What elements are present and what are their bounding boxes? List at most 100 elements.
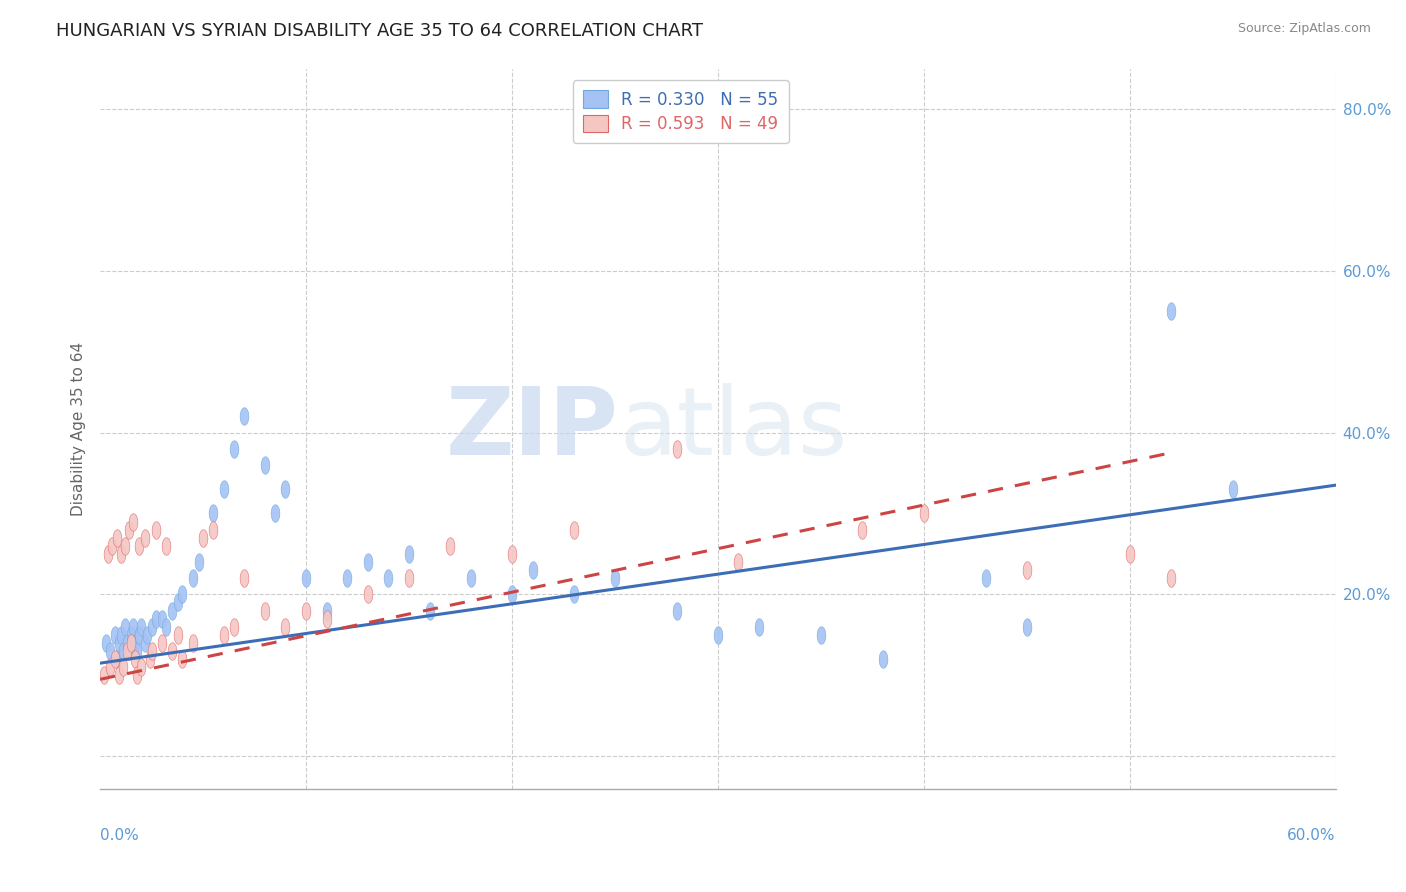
Point [105,531,128,545]
Point [100,644,122,658]
Point [120,636,142,650]
Legend: R = 0.330   N = 55, R = 0.593   N = 49: R = 0.330 N = 55, R = 0.593 N = 49 [574,80,789,144]
Point [145,612,167,626]
Point [127,644,149,658]
Y-axis label: Disability Age 35 to 64: Disability Age 35 to 64 [72,342,86,516]
Point [100,660,122,674]
Point [522,563,544,577]
Point [138,652,160,666]
Point [96,636,118,650]
Point [115,636,138,650]
Point [707,628,730,642]
Point [145,523,167,537]
Point [253,603,276,617]
Point [120,628,142,642]
Point [398,571,420,585]
Point [501,547,523,561]
Point [212,628,235,642]
Point [562,587,585,601]
Point [295,603,318,617]
Text: HUNGARIAN VS SYRIAN DISABILITY AGE 35 TO 64 CORRELATION CHART: HUNGARIAN VS SYRIAN DISABILITY AGE 35 TO… [56,22,703,40]
Point [134,636,156,650]
Point [103,652,125,666]
Point [212,482,235,496]
Point [851,523,873,537]
Point [128,628,150,642]
Point [274,482,297,496]
Point [134,531,156,545]
Text: ZIP: ZIP [446,383,619,475]
Point [160,644,183,658]
Point [357,587,380,601]
Point [127,668,149,682]
Point [253,458,276,472]
Point [131,620,153,634]
Point [222,620,245,634]
Point [131,660,153,674]
Point [1222,482,1244,496]
Point [357,555,380,569]
Point [419,603,441,617]
Text: atlas: atlas [619,383,848,475]
Point [122,515,145,529]
Point [93,668,115,682]
Point [155,620,177,634]
Point [160,603,183,617]
Point [295,571,318,585]
Point [912,507,935,521]
Point [150,612,173,626]
Point [111,644,134,658]
Point [105,652,128,666]
Point [118,523,141,537]
Point [603,571,626,585]
Point [124,652,146,666]
Point [1015,620,1038,634]
Point [150,636,173,650]
Point [872,652,894,666]
Text: Source: ZipAtlas.com: Source: ZipAtlas.com [1237,22,1371,36]
Point [101,539,124,553]
Point [1160,304,1182,318]
Point [460,571,482,585]
Point [181,571,204,585]
Point [233,409,256,424]
Point [264,507,287,521]
Point [136,628,159,642]
Point [111,660,134,674]
Point [167,628,190,642]
Point [181,636,204,650]
Point [141,644,163,658]
Point [191,531,214,545]
Text: 60.0%: 60.0% [1286,828,1336,843]
Point [110,628,132,642]
Point [665,442,688,456]
Point [727,555,749,569]
Point [202,523,225,537]
Point [315,603,337,617]
Point [974,571,997,585]
Point [114,620,136,634]
Point [315,612,337,626]
Point [1015,563,1038,577]
Point [398,547,420,561]
Point [336,571,359,585]
Point [501,587,523,601]
Point [222,442,245,456]
Point [97,547,120,561]
Point [124,636,146,650]
Point [810,628,832,642]
Point [122,620,145,634]
Point [114,539,136,553]
Point [172,652,194,666]
Point [202,507,225,521]
Point [107,636,129,650]
Point [274,620,297,634]
Point [167,595,190,609]
Point [377,571,399,585]
Point [172,587,194,601]
Point [233,571,256,585]
Point [748,620,770,634]
Point [1118,547,1140,561]
Point [155,539,177,553]
Point [562,523,585,537]
